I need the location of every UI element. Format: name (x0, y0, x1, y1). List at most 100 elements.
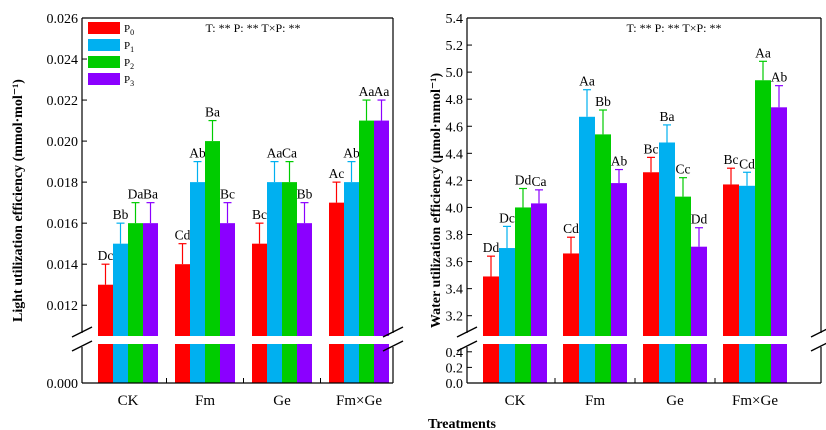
bar-P0-CK-upper (483, 276, 499, 336)
bar-P1-Fm×Ge-upper (739, 185, 755, 336)
significance-label: Dd (483, 240, 500, 255)
y-tick-label: 4.8 (446, 93, 464, 108)
bar-P3-Ge-lower (297, 344, 312, 383)
bar-P0-Fm×Ge-upper (723, 184, 739, 336)
y-tick-label: 0.018 (47, 176, 79, 191)
bar-P1-Fm×Ge-lower (344, 344, 359, 383)
bar-P3-Fm×Ge-upper (771, 107, 787, 336)
significance-label: Bc (644, 141, 659, 156)
bar-P0-CK-lower (483, 344, 499, 383)
axis-break-mark (456, 326, 478, 338)
y-tick-label: 0.014 (47, 258, 79, 273)
x-category-label: Fm×Ge (336, 393, 382, 409)
x-category-label: Fm (585, 393, 605, 409)
y-tick-label: 3.2 (446, 310, 464, 325)
significance-label: Aa (359, 84, 375, 99)
y-axis-title: Light utilization efficiency (mmol·mol⁻¹… (11, 79, 26, 322)
significance-label: Bb (595, 94, 611, 109)
significance-label: Bc (252, 207, 267, 222)
bar-P3-Fm×Ge-lower (771, 344, 787, 383)
significance-label: Ca (532, 174, 547, 189)
bar-P2-Fm-lower (205, 344, 220, 383)
y-tick-label: 0.4 (446, 346, 464, 361)
bar-P1-Fm-upper (579, 116, 595, 336)
bar-P1-CK-lower (113, 344, 128, 383)
y-axis-title: Water utilization efficiency (μmol·mmol⁻… (429, 73, 444, 329)
bar-P3-Fm-lower (220, 344, 235, 383)
significance-label: Aa (374, 84, 390, 99)
x-axis-title: Treatments (428, 417, 496, 430)
significance-label: Ab (611, 154, 628, 169)
bar-P3-CK-upper (143, 223, 158, 336)
bar-P0-Ge-lower (643, 344, 659, 383)
bar-P1-Fm-lower (190, 344, 205, 383)
y-tick-label: 3.4 (446, 283, 464, 298)
bar-P1-Fm-lower (579, 344, 595, 383)
bar-P3-Fm×Ge-upper (374, 120, 389, 336)
bar-P0-Ge-upper (252, 243, 267, 336)
legend-subscript: 0 (130, 28, 134, 37)
axis-break-mark (810, 342, 826, 352)
bar-P2-Ge-upper (282, 182, 297, 336)
significance-label: Aa (755, 45, 771, 60)
axis-break-mark (810, 328, 826, 338)
significance-label: Cd (563, 221, 579, 236)
y-tick-label: 3.6 (446, 256, 464, 271)
y-tick-label: 0.012 (47, 299, 79, 314)
bar-P2-Fm×Ge-upper (755, 80, 771, 336)
bar-P2-Ge-upper (675, 196, 691, 336)
significance-label: Ab (771, 70, 788, 85)
legend-subscript: 2 (130, 62, 134, 71)
bar-P3-Fm-upper (611, 183, 627, 336)
axis-break-mark (456, 340, 478, 352)
bar-P3-CK-upper (531, 203, 547, 336)
significance-label: Bb (113, 207, 129, 222)
bar-P0-CK-lower (98, 344, 113, 383)
bar-P1-Ge-upper (267, 182, 282, 336)
y-tick-label: 4.0 (446, 201, 464, 216)
bar-P0-Fm×Ge-upper (329, 202, 344, 336)
bar-P2-Fm-upper (595, 134, 611, 336)
significance-label: Dc (499, 210, 515, 225)
bar-P0-CK-upper (98, 284, 113, 336)
bar-P2-Fm×Ge-lower (359, 344, 374, 383)
bar-P0-Fm-lower (175, 344, 190, 383)
legend-swatch-P0 (88, 22, 120, 34)
bar-P2-Fm×Ge-lower (755, 344, 771, 383)
bar-P1-Fm×Ge-lower (739, 344, 755, 383)
y-tick-label: 0.016 (47, 217, 79, 232)
bar-P0-Ge-lower (252, 344, 267, 383)
significance-label: Ba (660, 109, 675, 124)
y-tick-label: 3.8 (446, 229, 464, 244)
significance-label: Aa (579, 74, 595, 89)
bar-P1-Fm-upper (190, 182, 205, 336)
bar-P2-CK-upper (515, 207, 531, 336)
significance-label: Ba (205, 105, 220, 120)
stats-annotation: T: ** P: ** T×P: ** (206, 21, 301, 35)
bar-P0-Fm×Ge-lower (329, 344, 344, 383)
bar-P2-Ge-lower (282, 344, 297, 383)
legend-subscript: 3 (130, 79, 134, 88)
significance-label: Aa (267, 146, 283, 161)
axis-break-mark (71, 340, 93, 352)
y-tick-label: 4.4 (446, 147, 464, 162)
significance-label: Ba (143, 187, 158, 202)
bar-P1-CK-lower (499, 344, 515, 383)
stats-annotation: T: ** P: ** T×P: ** (627, 21, 722, 35)
bar-P1-CK-upper (499, 248, 515, 336)
legend: P0 P1 P2 P3 (88, 22, 134, 88)
significance-label: Cc (676, 162, 691, 177)
y-tick-label: 4.2 (446, 174, 464, 189)
axis-break-gap (83, 336, 392, 344)
bar-P3-Fm×Ge-lower (374, 344, 389, 383)
x-category-label: Fm×Ge (732, 393, 778, 409)
significance-label: Cd (175, 228, 191, 243)
bar-P3-Fm-upper (220, 223, 235, 336)
bar-P3-Ge-lower (691, 344, 707, 383)
y-tick-label: 4.6 (446, 120, 464, 135)
bar-P3-Fm-lower (611, 344, 627, 383)
legend-swatch-P1 (88, 39, 120, 51)
bar-P1-Ge-lower (659, 344, 675, 383)
significance-label: Cd (739, 156, 755, 171)
